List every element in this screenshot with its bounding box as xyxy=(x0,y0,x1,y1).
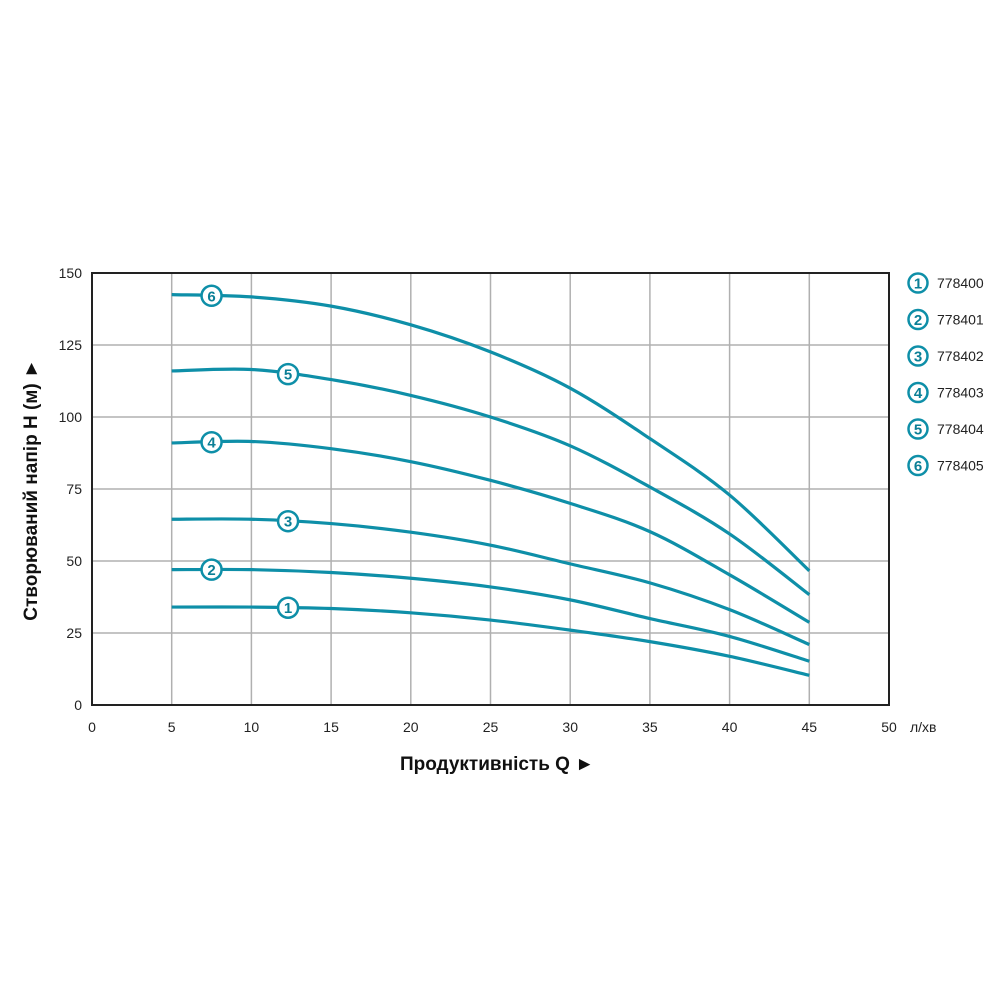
series-line-2 xyxy=(171,567,810,663)
series-line-6 xyxy=(171,293,811,572)
marker-number: 4 xyxy=(207,435,216,452)
legend-marker-number: 1 xyxy=(914,276,922,293)
marker-circle xyxy=(276,362,300,386)
x-tick-label: 40 xyxy=(722,719,738,735)
y-tick-label: 150 xyxy=(59,265,83,281)
marker-number: 2 xyxy=(207,562,215,579)
y-tick-label: 0 xyxy=(74,697,82,713)
legend-marker-number: 5 xyxy=(914,422,922,439)
marker-number: 1 xyxy=(284,600,292,617)
y-axis-title: Створюваний напір H (м) ► xyxy=(21,359,42,620)
curve-marker-5: 5 xyxy=(276,362,300,386)
curve-marker-6: 6 xyxy=(200,284,223,308)
legend-marker-circle xyxy=(907,272,929,294)
marker-number: 3 xyxy=(284,514,292,531)
legend-label: 778405 xyxy=(937,458,984,474)
x-tick-label: 45 xyxy=(802,719,818,735)
x-tick-label: 50 xyxy=(881,719,897,735)
legend-label: 778404 xyxy=(937,421,984,437)
x-unit-label: л/хв xyxy=(910,719,937,735)
legend-item-4: 4 778403 xyxy=(907,381,984,404)
series-line-4 xyxy=(171,439,811,624)
legend-marker-circle xyxy=(907,381,929,404)
marker-number: 6 xyxy=(207,288,215,305)
plot-frame xyxy=(91,272,890,706)
legend-item-1: 1 778400 xyxy=(907,272,984,294)
marker-circle xyxy=(200,558,223,581)
marker-circle xyxy=(276,509,300,533)
legend-label: 778401 xyxy=(937,312,984,328)
x-axis-title: Продуктивність Q ► xyxy=(400,754,594,775)
legend-label: 778403 xyxy=(937,385,984,401)
x-tick-label: 0 xyxy=(88,719,96,735)
marker-circle xyxy=(200,430,223,454)
legend-label: 778400 xyxy=(937,275,984,291)
marker-circle xyxy=(276,596,300,619)
y-tick-label: 50 xyxy=(66,553,82,569)
x-tick-label: 20 xyxy=(403,719,419,735)
legend: 1 778400 2 778401 3 778402 4 778403 5 778404 6 7784… xyxy=(907,272,984,477)
legend-item-5: 5 778404 xyxy=(907,418,984,440)
legend-marker-number: 6 xyxy=(914,458,922,475)
legend-marker-circle xyxy=(907,308,929,331)
legend-marker-circle xyxy=(907,345,929,367)
legend-item-6: 6 778405 xyxy=(907,454,984,477)
curve-marker-3: 3 xyxy=(276,509,300,533)
y-tick-label: 100 xyxy=(59,409,83,425)
series-markers: 1 2 3 4 5 6 xyxy=(200,284,300,619)
legend-marker-circle xyxy=(907,454,929,477)
marker-circle xyxy=(200,284,223,308)
x-tick-label: 15 xyxy=(323,719,339,735)
y-tick-label: 125 xyxy=(59,337,83,353)
legend-item-2: 2 778401 xyxy=(907,308,984,331)
grid xyxy=(92,273,889,705)
legend-marker-number: 2 xyxy=(914,312,922,329)
y-tick-label: 25 xyxy=(66,625,82,641)
legend-marker-number: 4 xyxy=(914,385,923,402)
x-tick-label: 5 xyxy=(168,719,176,735)
x-tick-label: 25 xyxy=(483,719,499,735)
curve-marker-2: 2 xyxy=(200,558,223,581)
legend-item-3: 3 778402 xyxy=(907,345,984,367)
y-tick-label: 75 xyxy=(66,481,82,497)
curve-marker-4: 4 xyxy=(200,430,223,454)
x-tick-label: 35 xyxy=(642,719,658,735)
curve-marker-1: 1 xyxy=(276,596,300,619)
legend-marker-circle xyxy=(907,418,929,440)
legend-label: 778402 xyxy=(937,348,984,364)
marker-number: 5 xyxy=(284,367,292,384)
x-tick-label: 30 xyxy=(562,719,578,735)
x-tick-label: 10 xyxy=(244,719,260,735)
legend-marker-number: 3 xyxy=(914,349,922,366)
